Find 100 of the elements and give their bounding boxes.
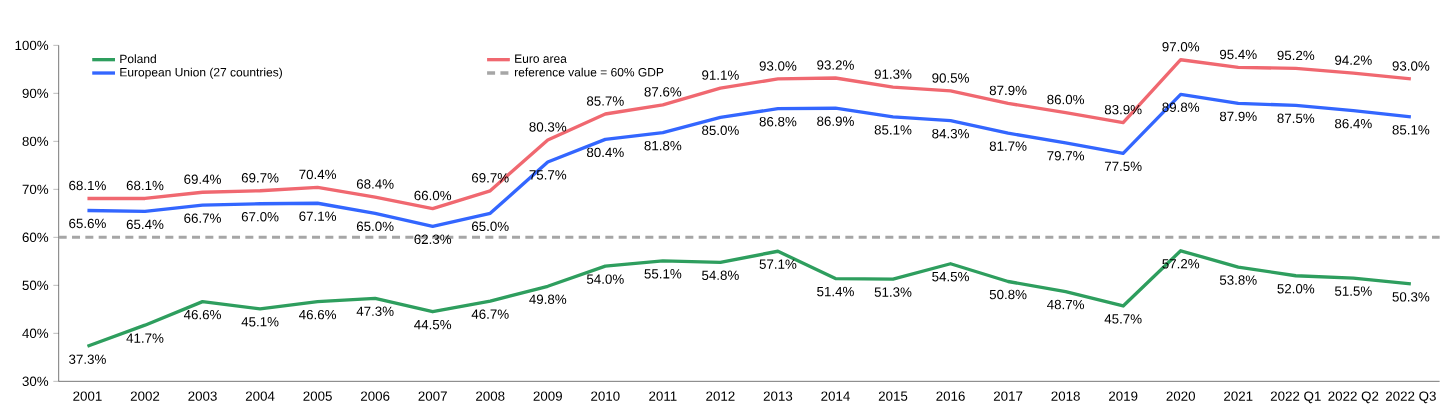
- x-tick-label: 2008: [476, 391, 505, 401]
- x-tick-label: 2011: [649, 391, 677, 401]
- data-label: 53.8%: [1219, 275, 1257, 285]
- data-label: 65.4%: [126, 219, 164, 230]
- legend-label: Euro area: [515, 54, 567, 63]
- data-label: 68.4%: [356, 179, 394, 189]
- data-label: 87.6%: [644, 87, 682, 97]
- data-label: 84.3%: [932, 128, 969, 139]
- data-label: 87.9%: [989, 85, 1027, 96]
- data-label: 47.3%: [356, 306, 394, 316]
- y-tick-label: 40%: [22, 328, 49, 339]
- data-label: 69.4%: [184, 174, 221, 184]
- x-tick-label: 2004: [245, 391, 275, 401]
- x-tick-label: 2013: [763, 391, 793, 401]
- data-label: 87.5%: [1277, 113, 1315, 124]
- y-tick-label: 80%: [22, 136, 49, 147]
- data-label: 86.4%: [1335, 118, 1372, 129]
- data-label: 77.5%: [1104, 161, 1142, 171]
- x-tick-label: 2009: [533, 391, 562, 401]
- data-label: 79.7%: [1047, 151, 1085, 161]
- data-label: 86.8%: [759, 116, 797, 127]
- data-label: 91.1%: [702, 70, 739, 80]
- data-label: 45.1%: [241, 317, 279, 327]
- x-tick-label: 2022 Q1: [1270, 391, 1321, 404]
- data-label: 93.0%: [759, 61, 797, 71]
- data-label: 86.9%: [817, 116, 854, 126]
- data-label: 62.3%: [414, 234, 452, 244]
- y-tick-label: 100%: [15, 40, 49, 51]
- legend-label: Poland: [120, 54, 156, 64]
- x-tick-label: 2006: [360, 391, 390, 401]
- data-label: 54.5%: [932, 271, 969, 282]
- data-label: 67.1%: [299, 211, 337, 221]
- data-label: 93.2%: [817, 60, 854, 70]
- data-label: 68.1%: [126, 180, 164, 191]
- data-label: 91.3%: [874, 69, 912, 79]
- legend-label: reference value = 60% GDP: [514, 67, 664, 77]
- data-label: 66.0%: [414, 190, 452, 201]
- data-label: 49.8%: [529, 294, 567, 304]
- data-label: 46.6%: [299, 309, 337, 320]
- data-label: 68.1%: [69, 180, 106, 191]
- data-label: 37.3%: [69, 354, 106, 364]
- y-tick-label: 50%: [22, 280, 49, 291]
- x-tick-label: 2001: [73, 391, 102, 401]
- data-label: 51.4%: [817, 286, 854, 297]
- data-label: 85.7%: [586, 96, 624, 106]
- y-tick-label: 90%: [22, 88, 49, 99]
- data-label: 41.7%: [126, 333, 164, 343]
- x-tick-label: 2017: [993, 391, 1023, 401]
- x-tick-label: 2020: [1166, 391, 1196, 401]
- data-label: 44.5%: [414, 319, 452, 330]
- x-tick-label: 2010: [591, 391, 620, 401]
- data-label: 80.3%: [529, 122, 567, 132]
- x-tick-label: 2003: [188, 391, 217, 401]
- data-label: 57.1%: [759, 259, 797, 269]
- data-label: 93.0%: [1392, 61, 1430, 71]
- data-label: 45.7%: [1104, 314, 1142, 324]
- data-label: 81.8%: [644, 140, 682, 151]
- y-tick-label: 70%: [22, 184, 49, 195]
- data-label: 54.8%: [702, 270, 739, 280]
- data-label: 85.0%: [702, 125, 739, 136]
- data-label: 52.0%: [1277, 284, 1315, 294]
- data-label: 85.1%: [1392, 125, 1430, 135]
- data-label: 50.3%: [1392, 292, 1430, 302]
- data-label: 67.0%: [241, 212, 279, 222]
- data-label: 81.7%: [989, 141, 1027, 151]
- data-label: 46.7%: [471, 309, 509, 319]
- x-tick-label: 2015: [878, 391, 908, 401]
- data-label: 46.6%: [183, 309, 221, 320]
- data-label: 69.7%: [241, 173, 279, 183]
- data-label: 70.4%: [299, 169, 337, 180]
- data-label: 50.8%: [989, 289, 1027, 300]
- data-label: 97.0%: [1162, 42, 1200, 52]
- x-tick-label: 2012: [706, 391, 735, 401]
- x-tick-label: 2016: [936, 391, 965, 401]
- x-tick-label: 2007: [418, 391, 447, 401]
- data-label: 85.1%: [874, 125, 912, 135]
- x-tick-label: 2021: [1224, 391, 1253, 401]
- x-tick-label: 2022 Q3: [1385, 391, 1436, 404]
- data-label: 95.2%: [1277, 50, 1315, 61]
- data-label: 95.4%: [1219, 49, 1257, 60]
- data-label: 48.7%: [1047, 299, 1085, 310]
- data-label: 54.0%: [586, 274, 624, 284]
- x-tick-label: 2019: [1109, 391, 1138, 401]
- data-label: 65.0%: [471, 221, 509, 232]
- x-tick-label: 2022 Q2: [1328, 391, 1379, 404]
- legend-label: European Union (27 countries): [120, 67, 282, 79]
- data-label: 51.5%: [1334, 286, 1372, 296]
- data-label: 51.3%: [874, 287, 912, 297]
- x-tick-label: 2018: [1051, 391, 1080, 401]
- data-label: 66.7%: [184, 213, 221, 223]
- data-label: 86.0%: [1047, 94, 1085, 105]
- x-tick-label: 2005: [303, 391, 332, 401]
- data-label: 80.4%: [586, 147, 624, 158]
- data-label: 55.1%: [644, 269, 682, 279]
- data-label: 90.5%: [932, 73, 969, 83]
- data-label: 65.6%: [69, 218, 106, 229]
- data-label: 87.9%: [1219, 111, 1257, 122]
- x-tick-label: 2014: [821, 391, 850, 401]
- data-label: 65.0%: [356, 221, 394, 232]
- x-tick-label: 2002: [130, 391, 160, 401]
